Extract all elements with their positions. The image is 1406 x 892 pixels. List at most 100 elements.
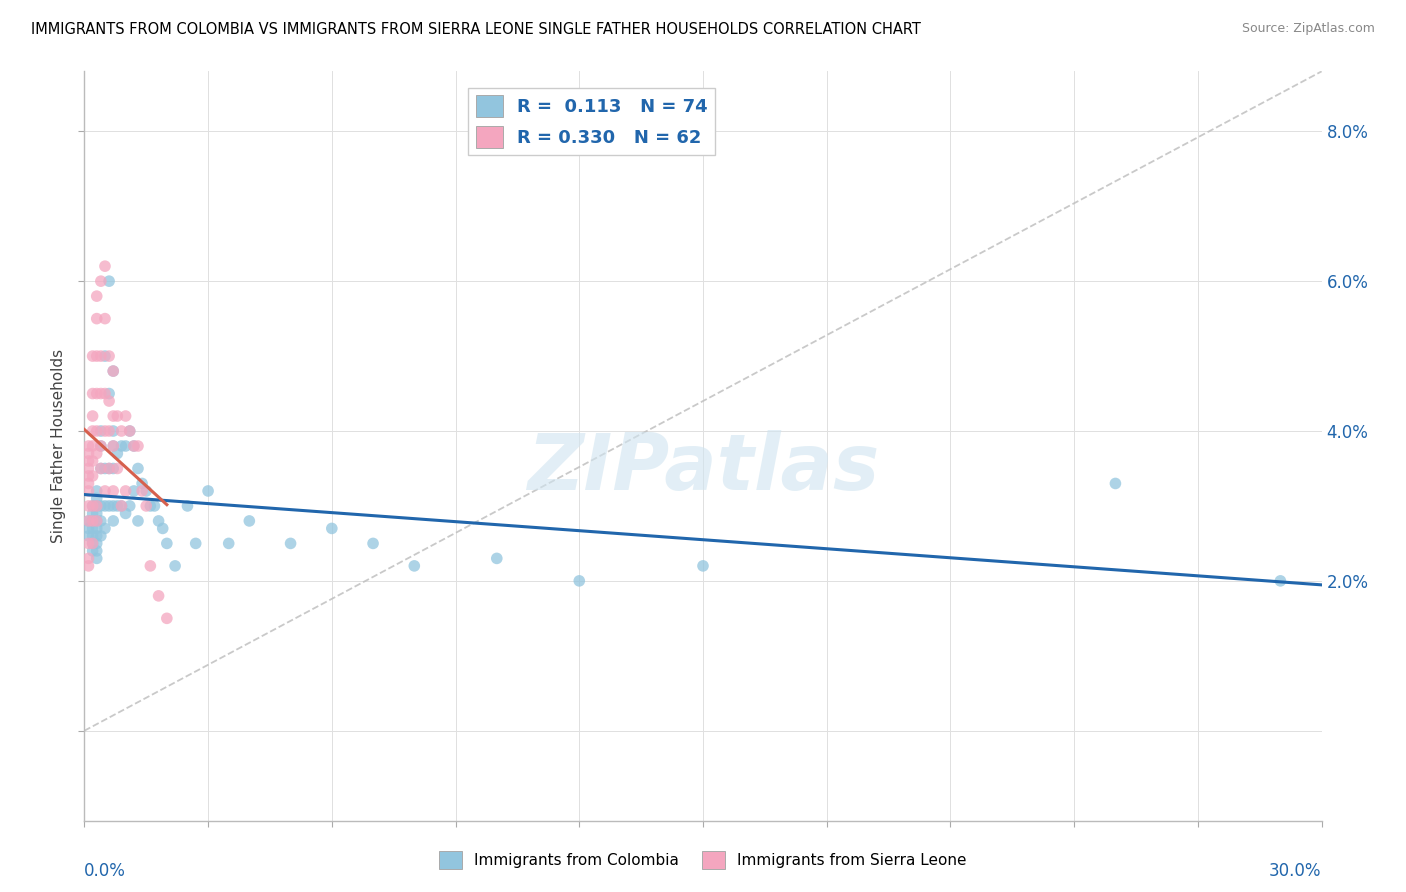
Point <box>77 476 100 491</box>
Point <box>86 424 108 438</box>
Point <box>118 424 141 438</box>
Point <box>82 439 104 453</box>
Point <box>105 461 128 475</box>
Point <box>90 461 112 475</box>
Text: ZIPatlas: ZIPatlas <box>527 431 879 507</box>
Point <box>114 409 136 423</box>
Point <box>77 454 100 468</box>
Point <box>77 529 100 543</box>
Point <box>86 349 108 363</box>
Point <box>94 311 117 326</box>
Point <box>404 558 426 573</box>
Legend: Immigrants from Colombia, Immigrants from Sierra Leone: Immigrants from Colombia, Immigrants fro… <box>433 845 973 875</box>
Point <box>218 536 240 550</box>
Point <box>82 386 104 401</box>
Point <box>135 499 157 513</box>
Point <box>1104 476 1126 491</box>
Point <box>361 536 384 550</box>
Point <box>90 349 112 363</box>
Point <box>103 439 125 453</box>
Point <box>90 514 112 528</box>
Point <box>103 364 125 378</box>
Point <box>86 499 108 513</box>
Point <box>184 536 207 550</box>
Point <box>82 536 104 550</box>
Point <box>77 514 100 528</box>
Point <box>114 507 136 521</box>
Point <box>86 551 108 566</box>
Point <box>103 461 125 475</box>
Point <box>77 469 100 483</box>
Point <box>110 499 132 513</box>
Point <box>77 551 100 566</box>
Point <box>103 483 125 498</box>
Point <box>94 386 117 401</box>
Point <box>110 499 132 513</box>
Point <box>82 514 104 528</box>
Point <box>82 454 104 468</box>
Point <box>122 439 145 453</box>
Point <box>105 446 128 460</box>
Point <box>122 439 145 453</box>
Point <box>86 311 108 326</box>
Text: 30.0%: 30.0% <box>1270 862 1322 880</box>
Point <box>197 483 219 498</box>
Point <box>86 514 108 528</box>
Point <box>122 483 145 498</box>
Point <box>103 409 125 423</box>
Point <box>86 499 108 513</box>
Point <box>77 521 100 535</box>
Point <box>77 446 100 460</box>
Point <box>82 349 104 363</box>
Point <box>118 424 141 438</box>
Point <box>105 409 128 423</box>
Point <box>90 529 112 543</box>
Point <box>139 558 162 573</box>
Point <box>127 461 149 475</box>
Point <box>90 424 112 438</box>
Point <box>86 491 108 506</box>
Point <box>86 289 108 303</box>
Point <box>90 499 112 513</box>
Point <box>90 386 112 401</box>
Point <box>82 507 104 521</box>
Point <box>127 514 149 528</box>
Point <box>86 483 108 498</box>
Point <box>86 521 108 535</box>
Point <box>143 499 166 513</box>
Text: Source: ZipAtlas.com: Source: ZipAtlas.com <box>1241 22 1375 36</box>
Point <box>176 499 198 513</box>
Point <box>131 483 153 498</box>
Point <box>77 499 100 513</box>
Point <box>77 558 100 573</box>
Point <box>98 499 121 513</box>
Point <box>82 424 104 438</box>
Point <box>98 394 121 409</box>
Text: IMMIGRANTS FROM COLOMBIA VS IMMIGRANTS FROM SIERRA LEONE SINGLE FATHER HOUSEHOLD: IMMIGRANTS FROM COLOMBIA VS IMMIGRANTS F… <box>31 22 921 37</box>
Point <box>114 439 136 453</box>
Point <box>94 483 117 498</box>
Point <box>103 424 125 438</box>
Point <box>110 439 132 453</box>
Y-axis label: Single Father Households: Single Father Households <box>51 349 66 543</box>
Point <box>82 544 104 558</box>
Point <box>103 499 125 513</box>
Point <box>98 424 121 438</box>
Point <box>90 461 112 475</box>
Point <box>94 259 117 273</box>
Legend: R =  0.113   N = 74, R = 0.330   N = 62: R = 0.113 N = 74, R = 0.330 N = 62 <box>468 88 714 155</box>
Point <box>280 536 302 550</box>
Point <box>90 439 112 453</box>
Point <box>103 439 125 453</box>
Point <box>105 499 128 513</box>
Point <box>94 424 117 438</box>
Point <box>82 514 104 528</box>
Point <box>82 529 104 543</box>
Point <box>94 461 117 475</box>
Point <box>131 476 153 491</box>
Point <box>86 529 108 543</box>
Point <box>98 349 121 363</box>
Point <box>156 611 179 625</box>
Point <box>77 461 100 475</box>
Point <box>165 558 187 573</box>
